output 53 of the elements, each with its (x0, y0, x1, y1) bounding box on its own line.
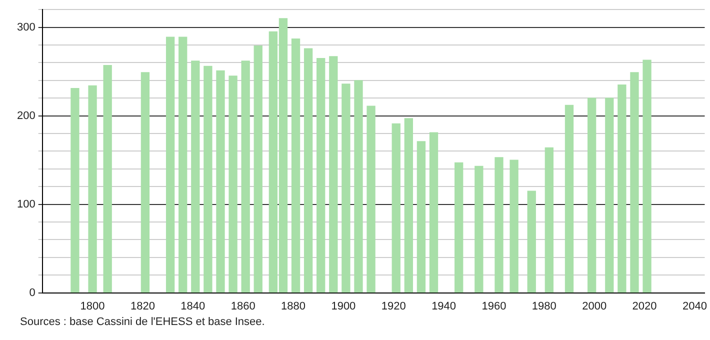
bar (216, 70, 225, 293)
bar (605, 98, 614, 293)
bar (329, 56, 338, 293)
bar (392, 123, 400, 293)
y-tick-label: 0 (29, 286, 36, 299)
bar (630, 72, 639, 293)
bar (544, 147, 554, 293)
bar (366, 106, 376, 293)
bar (191, 60, 200, 293)
bar (642, 60, 652, 293)
x-tick-label: 2020 (632, 300, 657, 312)
x-tick-label: 1920 (381, 300, 406, 312)
bar (291, 38, 300, 293)
x-tick-label: 1860 (230, 300, 256, 312)
x-tick-label: 2040 (682, 300, 707, 312)
bar (494, 157, 504, 293)
bar (454, 162, 464, 293)
bar (510, 160, 518, 293)
bar (103, 65, 112, 293)
x-tick-label: 1840 (180, 300, 206, 312)
bar (178, 36, 188, 293)
bar (342, 84, 350, 293)
bar (228, 76, 238, 293)
x-tick-label: 1800 (80, 300, 105, 312)
bar (254, 46, 262, 293)
y-tick-label: 100 (16, 198, 36, 210)
bar (70, 88, 80, 293)
bar (588, 98, 596, 293)
source-note: Sources : base Cassini de l'EHESS et base Insee. (20, 316, 266, 328)
bar (527, 190, 536, 293)
bar (354, 80, 363, 293)
bar (204, 66, 212, 293)
bar (140, 72, 150, 293)
bar (416, 141, 426, 293)
y-tick-label: 300 (16, 21, 36, 34)
x-tick-label: 1880 (281, 300, 306, 312)
x-tick-label: 1900 (331, 300, 356, 312)
x-tick-label: 2000 (582, 300, 607, 312)
bar (241, 60, 250, 293)
x-tick-label: 1940 (432, 300, 456, 312)
x-tick-label: 1820 (130, 300, 155, 312)
bar (304, 48, 313, 293)
bar (316, 58, 326, 293)
x-tick-label: 1960 (482, 300, 506, 312)
bar (404, 118, 414, 293)
bar (88, 85, 97, 293)
x-tick-label: 1980 (532, 300, 556, 312)
y-tick-label: 200 (16, 110, 36, 122)
bar (474, 166, 484, 293)
bar (564, 104, 574, 293)
bar (166, 36, 175, 293)
bar (618, 84, 626, 293)
bar (429, 132, 438, 293)
